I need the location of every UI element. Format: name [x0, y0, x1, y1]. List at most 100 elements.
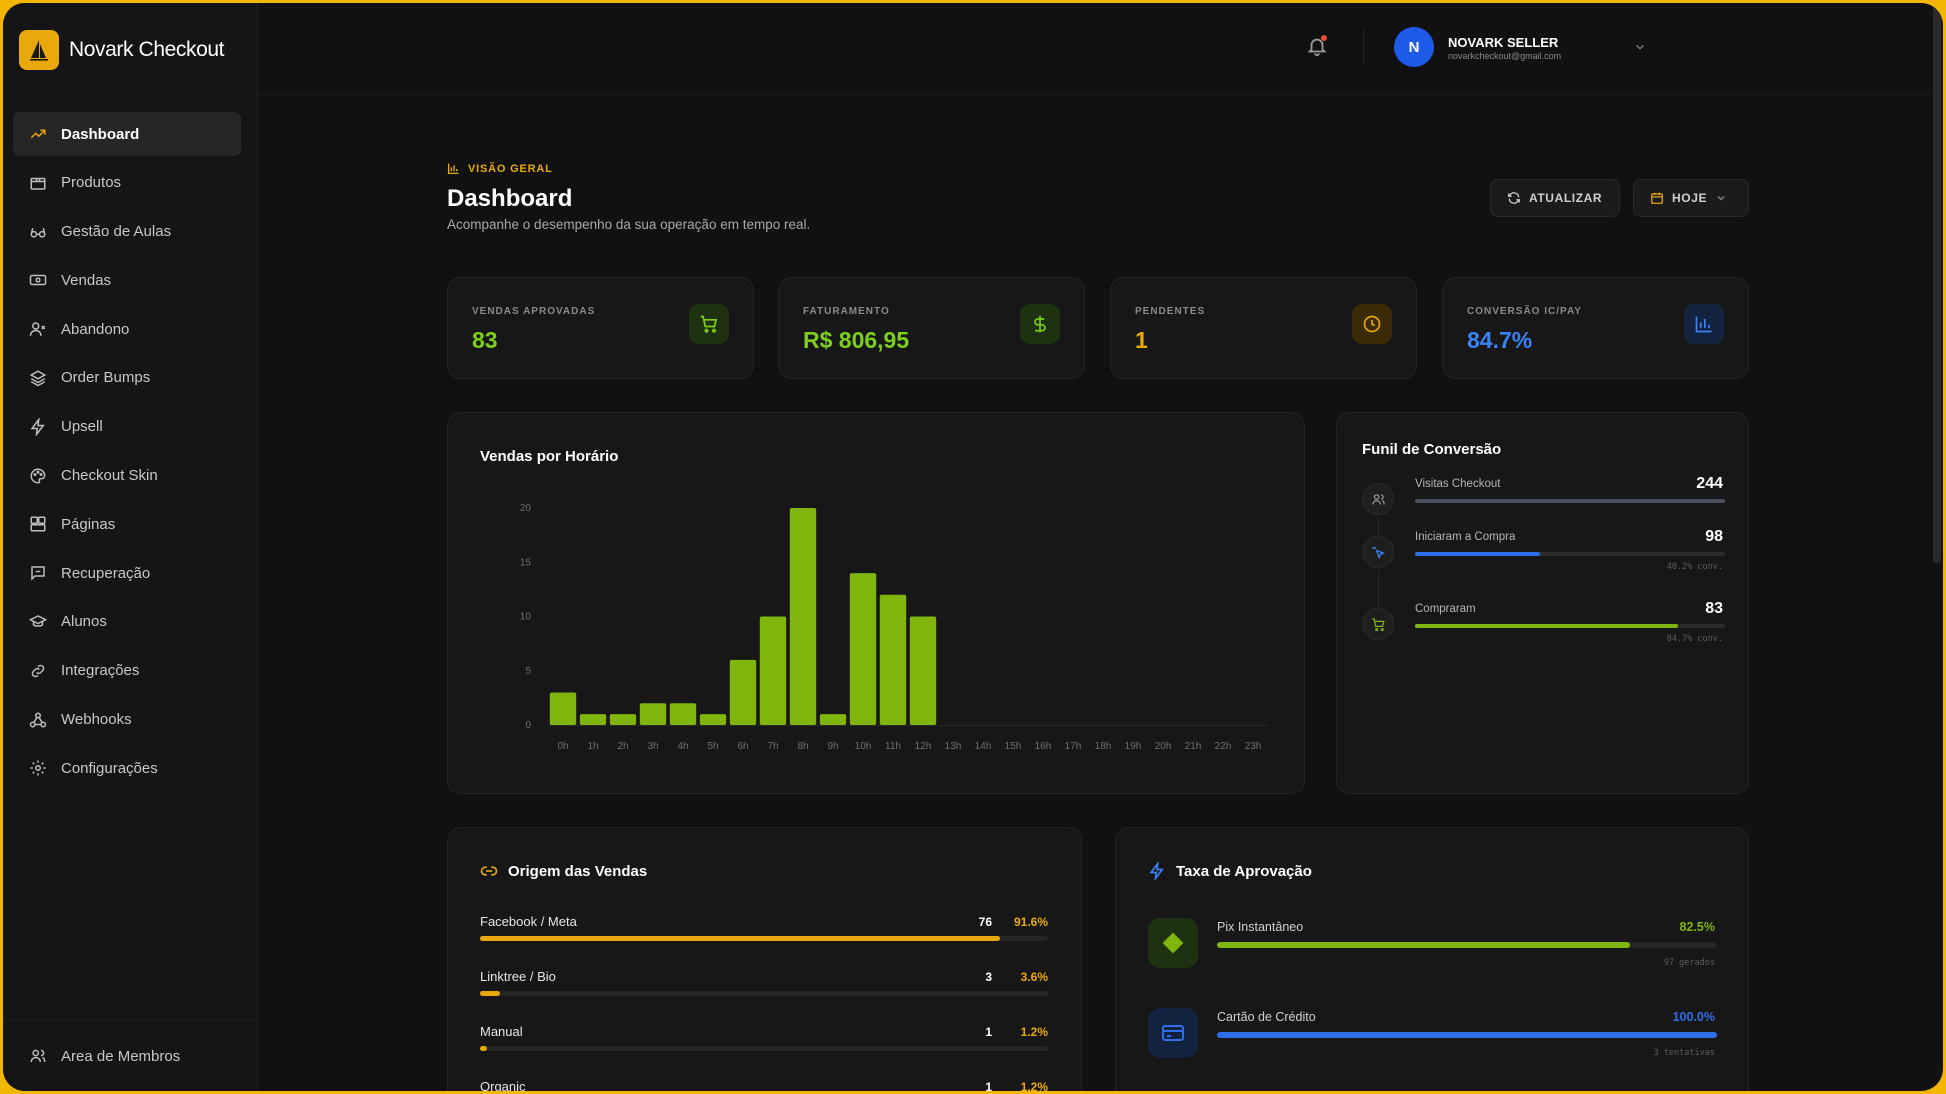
- x-tick-label: 18h: [1095, 741, 1112, 752]
- sidebar-item-label: Vendas: [61, 271, 112, 289]
- origin-pct: 1.2%: [1020, 1080, 1048, 1091]
- stat-icon-wrap: [1684, 304, 1724, 344]
- x-tick-label: 15h: [1005, 741, 1022, 752]
- bar-10h[interactable]: [849, 573, 877, 725]
- bar-12h[interactable]: [909, 616, 937, 726]
- bar-9h[interactable]: [819, 714, 847, 725]
- sailboat-icon: [19, 30, 59, 70]
- sidebar-item-checkout-skin[interactable]: Checkout Skin: [13, 454, 241, 498]
- sidebar-item-dashboard[interactable]: Dashboard: [13, 112, 241, 156]
- message-icon: [31, 566, 45, 581]
- funnel-step-icon: [1362, 536, 1394, 568]
- sidebar-item-label: Integrações: [61, 662, 140, 680]
- page-scrollbar[interactable]: [1933, 3, 1941, 563]
- funnel-step-track: [1415, 624, 1725, 628]
- origin-track: [480, 936, 1048, 941]
- bell-icon[interactable]: [1306, 35, 1328, 57]
- credit-card-icon: [1162, 1025, 1184, 1041]
- y-tick-label: 15: [520, 557, 532, 568]
- chevron-down-icon[interactable]: [1633, 40, 1647, 54]
- funnel-step-conv: 84.7% conv.: [1666, 634, 1723, 644]
- bar-7h[interactable]: [759, 616, 787, 726]
- sidebar-item-integracoes[interactable]: Integrações: [13, 649, 241, 693]
- funnel-connector: [1378, 517, 1379, 546]
- link-icon: [480, 866, 498, 876]
- sidebar-item-order-bumps[interactable]: Order Bumps: [13, 356, 241, 400]
- y-tick-label: 0: [525, 720, 531, 731]
- x-tick-label: 23h: [1245, 741, 1262, 752]
- sidebar-item-label: Páginas: [61, 515, 116, 533]
- stat-label: PENDENTES: [1135, 306, 1206, 317]
- x-tick-label: 6h: [737, 741, 748, 752]
- origin-pct: 3.6%: [1020, 970, 1048, 984]
- sidebar-item-vendas[interactable]: Vendas: [13, 258, 241, 302]
- sidebar-item-configuracoes[interactable]: Configurações: [13, 746, 241, 790]
- x-tick-label: 3h: [647, 741, 658, 752]
- sidebar-item-paginas[interactable]: Páginas: [13, 502, 241, 546]
- avatar[interactable]: N: [1394, 27, 1434, 67]
- sidebar-item-produtos[interactable]: Produtos: [13, 161, 241, 205]
- sidebar-item-webhooks[interactable]: Webhooks: [13, 698, 241, 742]
- sidebar-item-alunos[interactable]: Alunos: [13, 600, 241, 644]
- x-tick-label: 8h: [797, 741, 808, 752]
- stat-card: CONVERSÃO IC/PAY 84.7%: [1442, 277, 1749, 379]
- section-eyebrow: VISÃO GERAL: [447, 162, 553, 175]
- eyebrow-text: VISÃO GERAL: [468, 162, 553, 175]
- x-tick-label: 19h: [1125, 741, 1142, 752]
- bar-chart-icon: [1695, 316, 1712, 333]
- stat-card: VENDAS APROVADAS 83: [447, 277, 754, 379]
- sidebar-nav: Dashboard Produtos Gestão de Aulas Vendas Ab…: [13, 112, 241, 795]
- stat-icon-wrap: [1352, 304, 1392, 344]
- stat-label: FATURAMENTO: [803, 306, 890, 317]
- bar-5h[interactable]: [699, 714, 727, 725]
- bar-8h[interactable]: [789, 508, 817, 725]
- sidebar-item-area-de-membros[interactable]: Area de Membros: [13, 1034, 241, 1078]
- palette-icon: [30, 468, 46, 484]
- refresh-button[interactable]: ATUALIZAR: [1490, 179, 1620, 217]
- period-label: HOJE: [1672, 191, 1708, 205]
- logo[interactable]: Novark Checkout: [19, 30, 224, 70]
- approval-label: Cartão de Crédito: [1217, 1010, 1316, 1024]
- x-tick-label: 17h: [1065, 741, 1082, 752]
- bar-6h[interactable]: [729, 659, 757, 725]
- sidebar-item-abandono[interactable]: Abandono: [13, 307, 241, 351]
- origin-pct: 1.2%: [1020, 1025, 1048, 1039]
- origin-label: Facebook / Meta: [480, 914, 577, 929]
- bar-3h[interactable]: [639, 703, 667, 725]
- x-tick-label: 13h: [945, 741, 962, 752]
- bar-4h[interactable]: [669, 703, 697, 725]
- bar-11h[interactable]: [879, 594, 907, 725]
- bar-0h[interactable]: [549, 692, 577, 725]
- x-tick-label: 9h: [827, 741, 838, 752]
- dollar-icon: [1034, 315, 1046, 333]
- period-select[interactable]: HOJE: [1633, 179, 1749, 217]
- approval-label: Pix Instantâneo: [1217, 920, 1304, 934]
- bar-2h[interactable]: [609, 714, 637, 725]
- funnel-step-icon: [1362, 483, 1394, 515]
- sidebar-item-recuperacao[interactable]: Recuperação: [13, 551, 241, 595]
- x-tick-label: 22h: [1215, 741, 1232, 752]
- top-header: [258, 3, 1943, 95]
- stat-card: FATURAMENTO R$ 806,95: [778, 277, 1085, 379]
- page-subtitle: Acompanhe o desempenho da sua operação e…: [447, 217, 811, 232]
- approval-icon-wrap: [1148, 918, 1198, 968]
- y-tick-label: 5: [525, 666, 531, 677]
- calendar-icon: [1651, 192, 1663, 204]
- funnel-step-fill: [1415, 624, 1678, 628]
- cart-icon: [700, 315, 718, 333]
- x-tick-label: 11h: [885, 741, 901, 752]
- x-tick-label: 16h: [1035, 741, 1052, 752]
- cart-icon: [1371, 617, 1385, 631]
- x-tick-label: 10h: [855, 741, 872, 752]
- notification-dot: [1321, 35, 1327, 41]
- pix-icon: [1162, 932, 1184, 954]
- funnel-step-track: [1415, 552, 1725, 556]
- sidebar-item-upsell[interactable]: Upsell: [13, 405, 241, 449]
- origin-track: [480, 991, 1048, 996]
- sidebar-item-gestao-de-aulas[interactable]: Gestão de Aulas: [13, 210, 241, 254]
- bar-1h[interactable]: [579, 714, 607, 725]
- user-name[interactable]: NOVARK SELLER: [1448, 35, 1559, 50]
- funnel-step-icon: [1362, 608, 1394, 640]
- sales-by-hour-chart: 0 5 10 15 20 0h 1h 2h 3h 4h 5h 6h 7h 8h 9h 10h 11h 12h 13h…: [520, 503, 1268, 752]
- origin-count: 76: [978, 915, 992, 929]
